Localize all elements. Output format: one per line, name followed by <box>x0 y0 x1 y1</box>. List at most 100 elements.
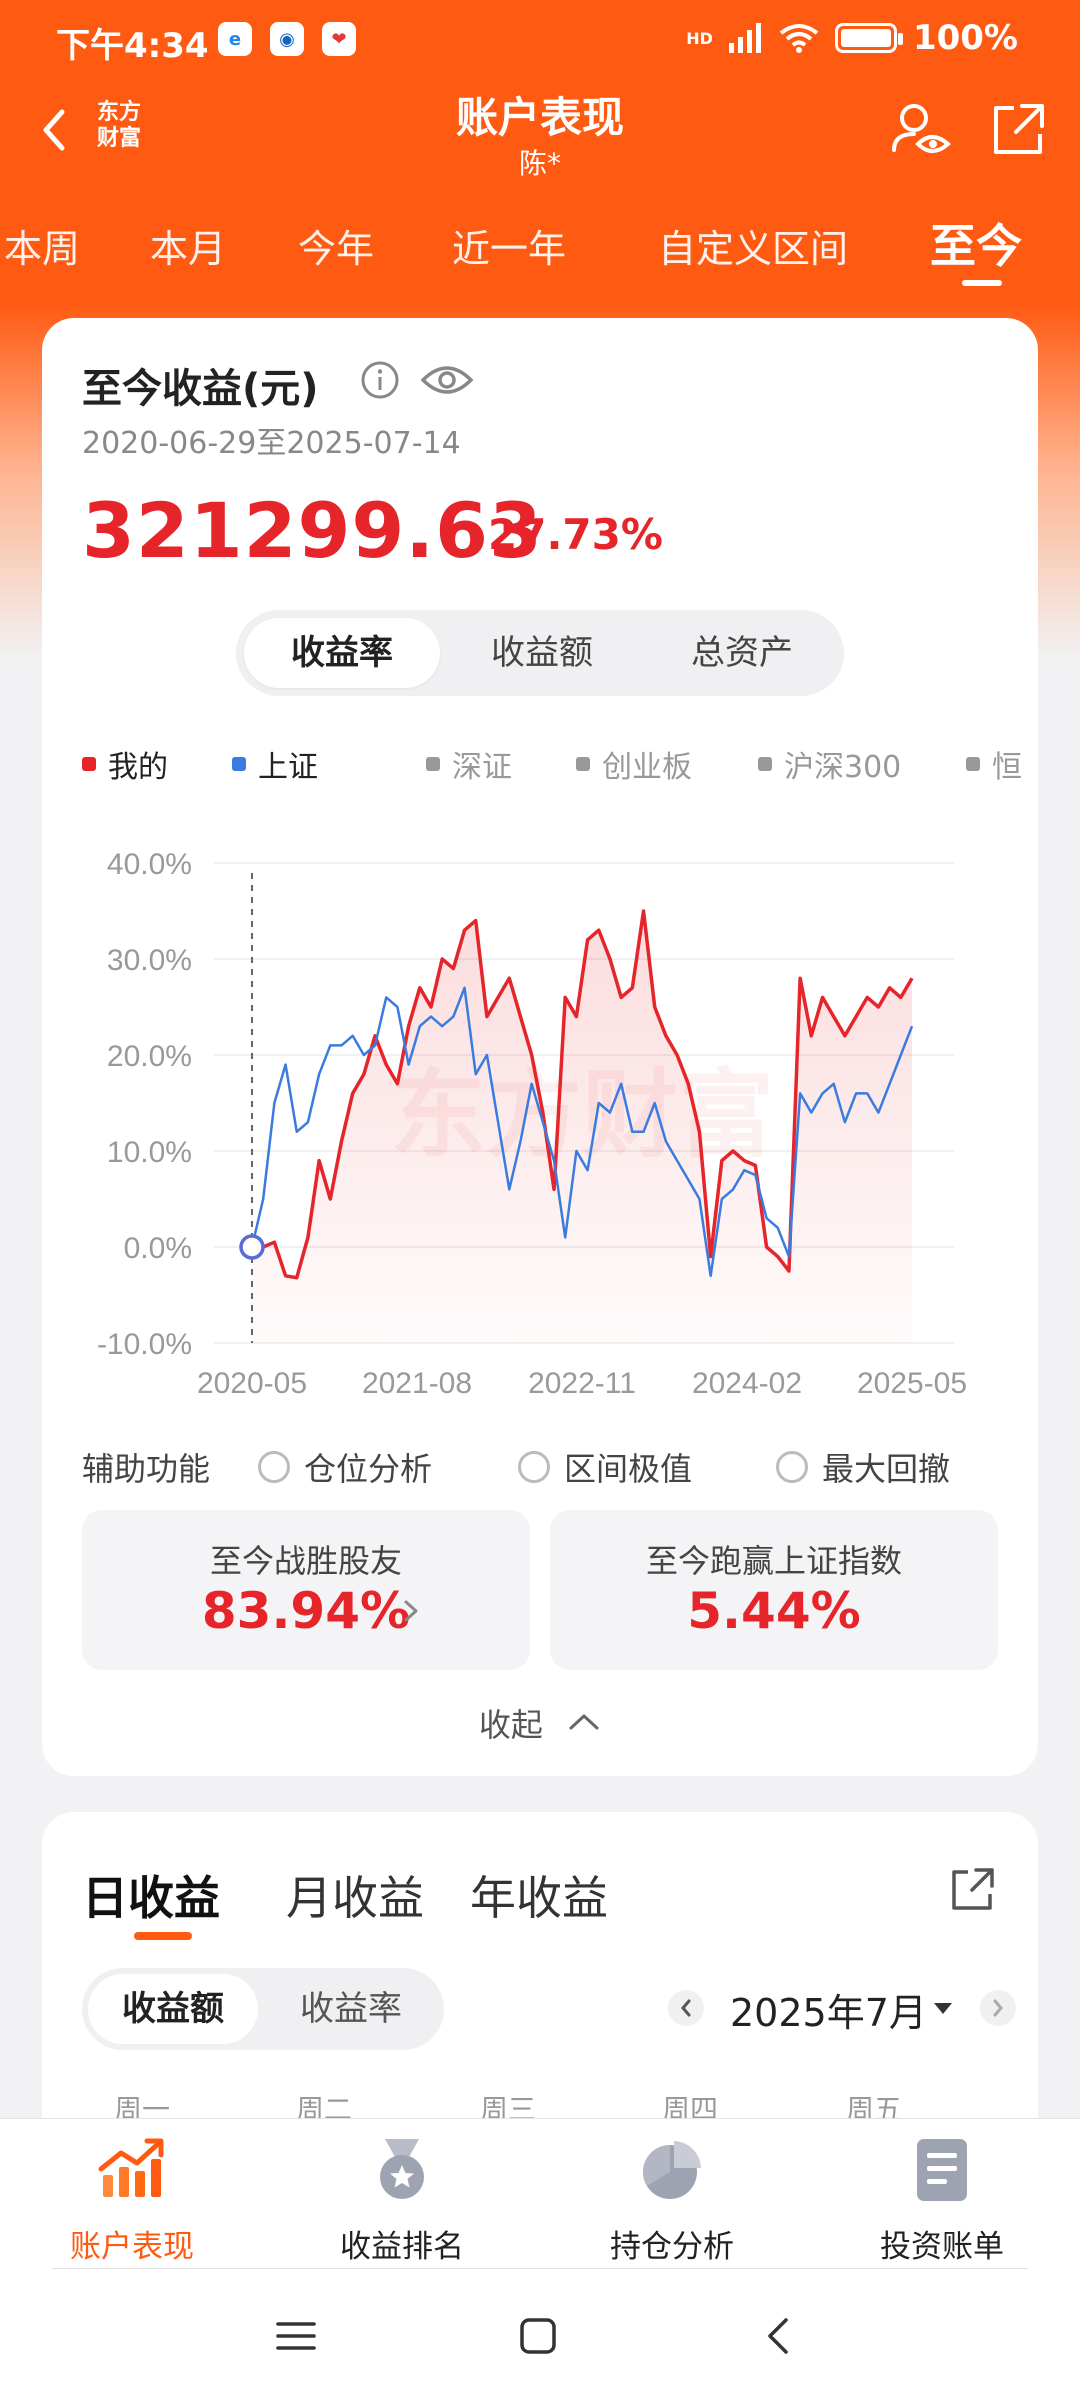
tab-last-year[interactable]: 近一年 <box>452 227 567 271</box>
legend-mine[interactable]: 我的 <box>82 742 168 786</box>
radio-icon <box>518 1451 550 1483</box>
back-icon[interactable] <box>28 102 84 158</box>
battery-icon <box>834 23 903 53</box>
eye-icon[interactable] <box>420 358 474 402</box>
chevron-left-icon <box>681 1999 691 2017</box>
tab-since-inception[interactable]: 至今 <box>930 219 1022 273</box>
return-chart[interactable]: 40.0%30.0%20.0%10.0%0.0%-10.0%东方财富2020-0… <box>42 818 1038 1718</box>
info-icon[interactable] <box>360 360 400 400</box>
legend-shenzhen[interactable]: 深证 <box>426 742 512 786</box>
beat-peers-value: 83.94% <box>201 1582 411 1640</box>
menu-icon[interactable] <box>272 2312 320 2360</box>
nav-bar: 东方 财富 账户表现 陈* <box>0 84 1080 194</box>
back-nav-icon[interactable] <box>756 2312 804 2360</box>
status-app-icons: e ◉ ❤ <box>218 22 356 56</box>
segment-return-rate[interactable]: 收益率 <box>244 618 440 688</box>
legend-label-mine: 我的 <box>108 750 168 785</box>
beat-index-stat: 至今跑赢上证指数 5.44% <box>550 1510 998 1670</box>
tab-this-week[interactable]: 本周 <box>4 227 81 271</box>
total-profit-amount: 321299.63 <box>82 486 543 575</box>
y-tick-label: 40.0% <box>107 848 192 881</box>
x-tick-label: 2024-02 <box>692 1367 802 1400</box>
share-icon[interactable] <box>946 1864 998 1916</box>
chevron-right-icon <box>404 1600 418 1622</box>
tab-this-year[interactable]: 今年 <box>298 227 375 271</box>
radio-icon <box>258 1451 290 1483</box>
user-eye-icon[interactable] <box>888 98 952 162</box>
tabbar-label: 收益排名 <box>340 2229 464 2265</box>
summary-card: 至今收益(元) 2020-06-29至2025-07-14 321299.63 … <box>42 318 1038 1776</box>
legend-label-chinext: 创业板 <box>602 750 692 785</box>
battery-fill <box>840 29 891 47</box>
legend-shanghai[interactable]: 上证 <box>232 742 318 786</box>
y-tick-label: 30.0% <box>107 944 192 977</box>
prev-month-button[interactable] <box>668 1990 704 2026</box>
aux-max-drawdown[interactable]: 最大回撤 <box>776 1444 950 1490</box>
segment-total-assets[interactable]: 总资产 <box>691 633 793 673</box>
month-selector: 2025年7月 <box>622 1978 1016 2038</box>
segment-daily-rate[interactable]: 收益率 <box>300 1989 402 2029</box>
tabbar-profit-ranking[interactable]: 收益排名 <box>302 2135 502 2266</box>
collapse-button[interactable]: 收起 <box>42 1700 1038 1746</box>
beat-peers-label: 至今战胜股友 <box>209 1542 402 1580</box>
chevron-up-icon <box>569 1714 599 1730</box>
collapse-label: 收起 <box>478 1706 543 1744</box>
y-tick-label: 20.0% <box>107 1040 192 1073</box>
aux-label: 辅助功能 <box>82 1450 211 1488</box>
tabbar-holdings-analysis[interactable]: 持仓分析 <box>572 2135 772 2266</box>
tab-yearly-profit[interactable]: 年收益 <box>470 1871 608 1925</box>
daily-tab-indicator <box>134 1932 192 1940</box>
bill-icon <box>917 2139 967 2201</box>
tabbar-account-performance[interactable]: 账户表现 <box>32 2135 232 2266</box>
wifi-icon <box>779 24 819 53</box>
legend-csi300[interactable]: 沪深300 <box>758 742 901 786</box>
y-tick-label: -10.0% <box>97 1328 192 1361</box>
status-indicators: HD 100% <box>686 18 1018 58</box>
page-title: 账户表现 <box>455 93 624 142</box>
aux-range-extremes[interactable]: 区间极值 <box>518 1444 692 1490</box>
system-navigation-bar <box>0 2272 1080 2400</box>
y-tick-label: 10.0% <box>107 1136 192 1169</box>
series-area-mine <box>252 911 912 1343</box>
share-icon[interactable] <box>986 98 1050 162</box>
next-month-button[interactable] <box>980 1990 1016 2026</box>
series-line-shanghai <box>250 986 914 1278</box>
gift-app-icon: ❤ <box>322 22 356 56</box>
aux-position-analysis-label: 仓位分析 <box>304 1450 433 1488</box>
tabbar-label: 持仓分析 <box>610 2229 734 2265</box>
beat-index-value: 5.44% <box>687 1582 861 1640</box>
selected-month[interactable]: 2025年7月 <box>730 1991 927 2035</box>
chart-legend: 我的 上证 深证 创业板 沪深300 恒 <box>82 738 1026 788</box>
y-tick-label: 0.0% <box>124 1232 192 1265</box>
home-icon[interactable] <box>514 2312 562 2360</box>
beat-peers-stat[interactable]: 至今战胜股友 83.94% <box>82 1510 530 1670</box>
tab-daily-profit[interactable]: 日收益 <box>82 1871 220 1925</box>
status-time: 下午4:34 <box>56 26 209 66</box>
legend-dot-shanghai <box>232 757 246 771</box>
segment-daily-amount[interactable]: 收益额 <box>88 1974 258 2044</box>
aux-functions: 辅助功能 仓位分析 区间极值 最大回撤 <box>82 1440 1012 1490</box>
period-tabs: 本周 本月 今年 近一年 自定义区间 至今 <box>0 210 1080 290</box>
x-tick-label: 2022-11 <box>528 1367 636 1400</box>
aux-max-drawdown-label: 最大回撤 <box>822 1450 951 1488</box>
legend-hang-seng[interactable]: 恒 <box>966 742 1022 786</box>
brand-line-1: 东方 <box>96 100 141 125</box>
caret-down-icon[interactable] <box>932 2000 954 2016</box>
aux-position-analysis[interactable]: 仓位分析 <box>258 1444 432 1490</box>
beat-index-label: 至今跑赢上证指数 <box>645 1542 902 1580</box>
tabbar-investment-bill[interactable]: 投资账单 <box>842 2135 1042 2266</box>
daily-metric-segment: 收益额 收益率 <box>82 1968 444 2050</box>
segment-profit-amount[interactable]: 收益额 <box>491 633 593 673</box>
tab-custom-range[interactable]: 自定义区间 <box>658 227 849 271</box>
battery-percent: 100% <box>912 18 1018 58</box>
legend-label-csi300: 沪深300 <box>784 750 902 785</box>
eastmoney-app-icon: e <box>218 22 252 56</box>
medal-icon <box>380 2139 424 2199</box>
tab-monthly-profit[interactable]: 月收益 <box>286 1871 424 1925</box>
radio-icon <box>776 1451 808 1483</box>
signal-icon <box>728 23 761 53</box>
status-bar: 下午4:34 e ◉ ❤ HD 100% <box>0 0 1080 84</box>
tab-this-month[interactable]: 本月 <box>150 227 227 271</box>
legend-chinext[interactable]: 创业板 <box>576 742 692 786</box>
date-range: 2020-06-29至2025-07-14 <box>82 426 461 461</box>
